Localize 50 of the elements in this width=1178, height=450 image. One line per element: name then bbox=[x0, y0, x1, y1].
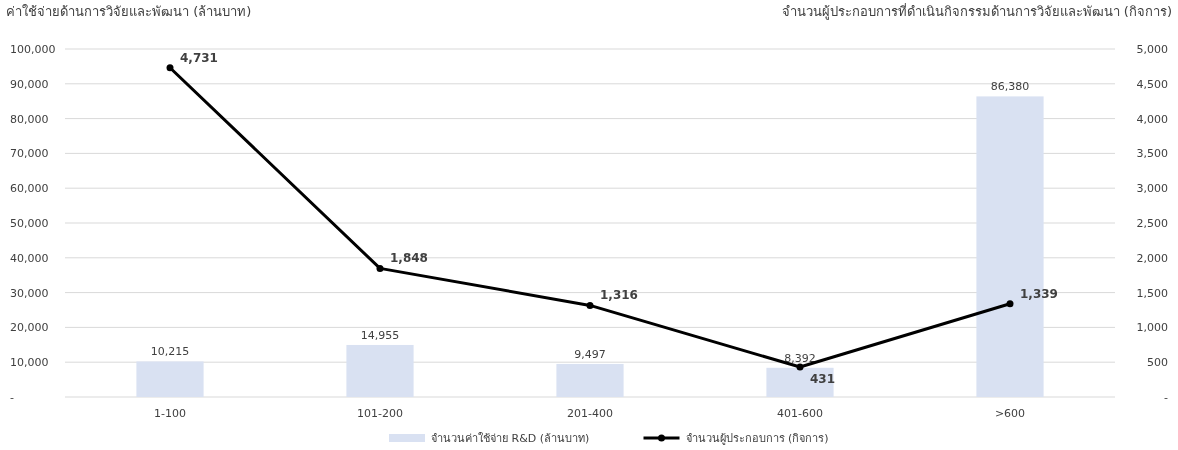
data-label: 1,848 bbox=[390, 251, 428, 266]
y2-tick-label: 3,500 bbox=[1136, 147, 1168, 161]
x-tick-label: >600 bbox=[994, 407, 1026, 420]
y-tick-label: 80,000 bbox=[10, 112, 49, 126]
y-tick-label: 70,000 bbox=[10, 147, 49, 161]
y-tick-label: 30,000 bbox=[10, 286, 49, 300]
x-tick-label: 201-400 bbox=[567, 407, 613, 420]
data-label: 1,339 bbox=[1020, 286, 1058, 301]
y-tick-label: 10,000 bbox=[10, 356, 49, 370]
legend-label: จำนวนผู้ประกอบการ (กิจการ) bbox=[685, 432, 829, 445]
y-axis-title: ค่าใช้จ่ายด้านการวิจัยและพัฒนา (ล้านบาท) bbox=[6, 4, 252, 19]
data-label: 14,955 bbox=[360, 328, 400, 342]
y-tick-label: 60,000 bbox=[10, 182, 49, 196]
point bbox=[166, 64, 174, 72]
bar bbox=[136, 361, 204, 397]
data-label: 86,380 bbox=[990, 80, 1030, 94]
y2-tick-label: 2,500 bbox=[1136, 217, 1168, 230]
y2-tick-label: 1,500 bbox=[1136, 286, 1168, 300]
point bbox=[376, 264, 384, 272]
point bbox=[796, 363, 804, 371]
y2-tick-label: 5,000 bbox=[1136, 43, 1168, 56]
y-tick-label: 100,000 bbox=[10, 43, 56, 56]
y2-tick-label: 3,000 bbox=[1136, 182, 1168, 196]
data-label: 9,497 bbox=[574, 347, 606, 361]
y-tick-label: 40,000 bbox=[10, 251, 49, 265]
y2-tick-label: 500 bbox=[1147, 356, 1168, 370]
y-tick-label: 20,000 bbox=[10, 321, 49, 335]
legend-label: จำนวนค่าใช้จ่าย R&D (ล้านบาท) bbox=[431, 432, 590, 445]
y2-tick-label: 4,000 bbox=[1136, 112, 1168, 126]
data-label: 8,392 bbox=[784, 351, 816, 365]
y2-axis-title: จำนวนผู้ประกอบการที่ดำเนินกิจกรรมด้านการวิจัยและพัฒนา (กิจการ) bbox=[781, 3, 1172, 20]
y-tick-label: 90,000 bbox=[10, 77, 49, 91]
data-label: 4,731 bbox=[180, 50, 218, 65]
data-label: 10,215 bbox=[150, 345, 190, 359]
y-tick-label: - bbox=[10, 391, 14, 404]
bar bbox=[766, 367, 834, 397]
x-tick-label: 101-200 bbox=[357, 407, 403, 420]
bar bbox=[556, 363, 624, 397]
y2-tick-label: 4,500 bbox=[1136, 77, 1168, 91]
y2-tick-label: 2,000 bbox=[1136, 251, 1168, 265]
data-label: 431 bbox=[810, 372, 836, 386]
point bbox=[586, 301, 594, 309]
y-tick-label: 50,000 bbox=[10, 217, 49, 230]
point bbox=[1006, 300, 1014, 308]
data-label: 1,316 bbox=[600, 288, 638, 303]
x-tick-label: 401-600 bbox=[777, 407, 823, 420]
bar bbox=[346, 344, 414, 397]
y2-tick-label: - bbox=[1164, 391, 1169, 404]
y2-tick-label: 1,000 bbox=[1136, 321, 1168, 335]
x-tick-label: 1-100 bbox=[154, 407, 186, 420]
